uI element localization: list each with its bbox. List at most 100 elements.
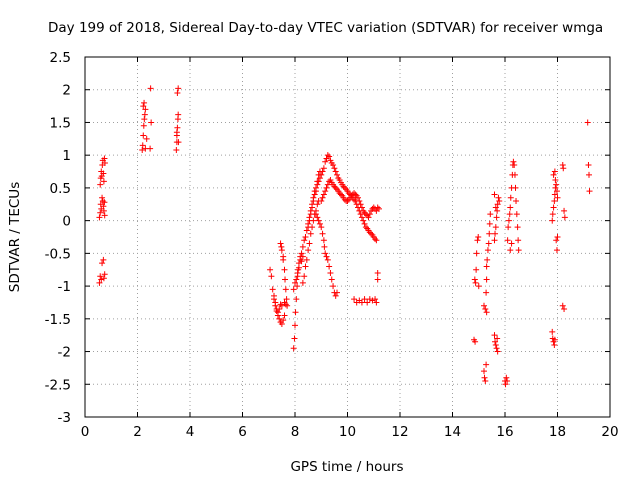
data-point: [373, 237, 380, 244]
data-point: [486, 220, 493, 227]
data-point: [282, 286, 289, 293]
data-point: [278, 243, 285, 250]
data-point: [351, 196, 358, 203]
data-point: [511, 162, 518, 168]
data-point: [549, 328, 556, 335]
data-point: [327, 177, 334, 184]
data-point: [330, 162, 337, 168]
data-point: [586, 171, 592, 178]
data-point: [306, 240, 313, 247]
data-point: [290, 345, 297, 352]
data-point: [301, 273, 308, 280]
data-point: [276, 315, 283, 322]
data-point: [274, 309, 281, 316]
data-point: [320, 191, 327, 198]
data-point: [301, 237, 308, 244]
data-point: [357, 211, 364, 218]
data-point: [492, 342, 499, 348]
y-tick-label: 0.5: [50, 181, 71, 197]
data-point: [318, 224, 325, 231]
data-point: [100, 178, 107, 185]
data-point: [323, 184, 330, 191]
data-point: [175, 85, 182, 92]
data-point: [551, 198, 558, 204]
data-point: [553, 237, 560, 244]
data-point: [323, 253, 330, 260]
data-point: [100, 203, 107, 210]
data-point: [551, 168, 558, 175]
data-point: [505, 217, 512, 224]
data-point: [481, 374, 488, 381]
data-point: [494, 335, 501, 342]
data-point: [475, 283, 482, 290]
data-point: [175, 111, 182, 118]
data-point: [328, 276, 335, 283]
y-tick-label: -2.5: [45, 377, 71, 393]
data-point: [491, 191, 498, 198]
data-point: [307, 230, 314, 237]
data-point: [493, 345, 500, 352]
data-point: [316, 220, 323, 227]
data-point: [514, 224, 521, 231]
data-point: [495, 194, 502, 201]
x-tick-label: 6: [238, 424, 247, 440]
data-point: [486, 230, 493, 237]
data-point: [299, 243, 306, 250]
data-point: [515, 237, 522, 244]
data-point: [484, 256, 491, 263]
data-point: [313, 188, 319, 195]
data-point: [483, 263, 490, 270]
data-point: [294, 270, 301, 276]
data-point: [297, 256, 304, 263]
data-point: [292, 322, 298, 329]
data-point: [142, 106, 149, 113]
data-point: [507, 247, 514, 254]
data-point: [366, 229, 373, 236]
data-point: [269, 286, 276, 293]
data-point: [326, 178, 333, 185]
data-point: [374, 270, 381, 276]
data-point: [551, 342, 558, 348]
data-point: [298, 258, 305, 265]
data-point: [492, 230, 499, 237]
data-point: [482, 306, 489, 312]
data-point: [98, 276, 105, 283]
data-point: [337, 191, 344, 198]
data-point: [474, 237, 481, 244]
data-point: [316, 175, 323, 182]
x-tick-label: 2: [133, 424, 142, 440]
data-point: [366, 296, 373, 303]
data-point: [276, 306, 283, 312]
data-point: [358, 299, 365, 306]
y-tick-label: 1: [62, 148, 71, 164]
data-point: [327, 270, 334, 276]
data-point: [361, 296, 368, 303]
data-point: [148, 119, 155, 126]
data-point: [485, 240, 492, 247]
data-point: [101, 199, 108, 206]
data-point: [101, 160, 108, 167]
data-point: [355, 194, 361, 201]
data-point: [303, 256, 310, 263]
data-point: [318, 198, 325, 204]
data-point: [293, 296, 300, 303]
data-point: [584, 119, 591, 126]
data-point: [319, 194, 326, 201]
x-tick-label: 12: [391, 424, 408, 440]
x-tick-label: 16: [496, 424, 513, 440]
data-point: [282, 276, 289, 283]
data-point: [559, 162, 566, 168]
data-point: [508, 240, 515, 247]
data-point: [513, 198, 520, 204]
data-point: [344, 198, 351, 204]
x-tick-label: 14: [444, 424, 461, 440]
data-point: [561, 306, 568, 312]
data-point: [283, 296, 290, 303]
data-point: [267, 266, 274, 273]
data-point: [314, 201, 321, 208]
data-point: [100, 170, 107, 177]
chart-title: Day 199 of 2018, Sidereal Day-to-day VTE…: [48, 20, 604, 36]
y-tick-label: 2: [62, 83, 71, 99]
data-point: [551, 336, 558, 343]
data-point: [358, 214, 365, 221]
